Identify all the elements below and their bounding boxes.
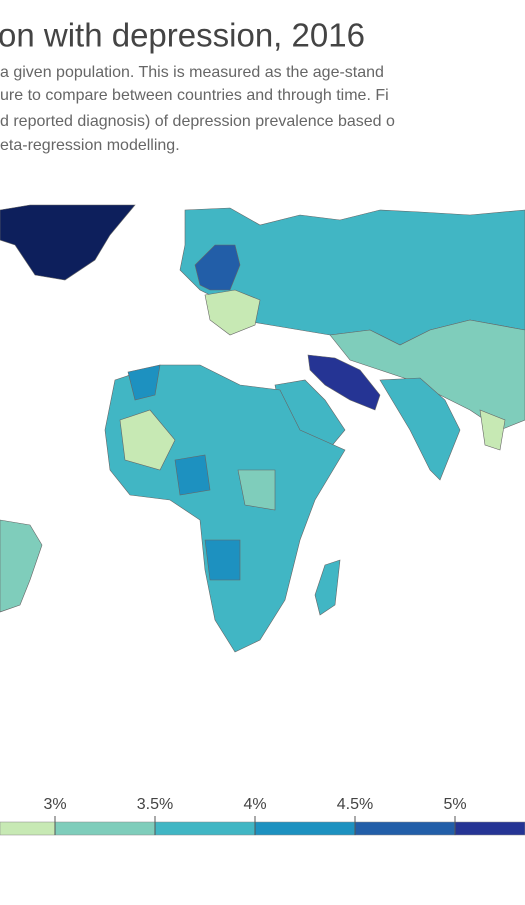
central-europe [204, 289, 261, 336]
scandinavia [194, 244, 241, 291]
legend: 3% 3.5% 4% 4.5% 5% [0, 796, 525, 836]
subtitle-line: d reported diagnosis) of depression prev… [0, 113, 395, 130]
legend-swatch [54, 821, 156, 836]
angola [204, 539, 241, 581]
west-africa [119, 409, 176, 471]
legend-swatch [0, 821, 56, 836]
myanmar [479, 409, 506, 451]
subtitle-line: a given population. This is measured as … [0, 64, 384, 81]
legend-swatch [154, 821, 256, 836]
title: on with depression, 2016 [0, 17, 365, 54]
india [379, 377, 461, 481]
legend-tick-label: 3% [43, 796, 66, 813]
iran [307, 354, 381, 411]
legend-swatch [354, 821, 456, 836]
legend-swatch [454, 821, 525, 836]
legend-tick-label: 3.5% [137, 796, 173, 813]
nigeria [174, 454, 211, 496]
legend-tick-label: 4% [243, 796, 266, 813]
subtitle-line: eta-regression modelling. [0, 137, 180, 154]
subtitle-line: ure to compare between countries and thr… [0, 87, 389, 104]
madagascar [314, 559, 341, 616]
legend-swatch [254, 821, 356, 836]
legend-tick-label: 5% [443, 796, 466, 813]
greenland [0, 204, 136, 281]
central-africa [237, 469, 276, 511]
map [0, 204, 525, 653]
morocco [127, 364, 161, 401]
south-america [0, 519, 43, 613]
central-asia [329, 319, 525, 431]
legend-tick-label: 4.5% [337, 796, 373, 813]
